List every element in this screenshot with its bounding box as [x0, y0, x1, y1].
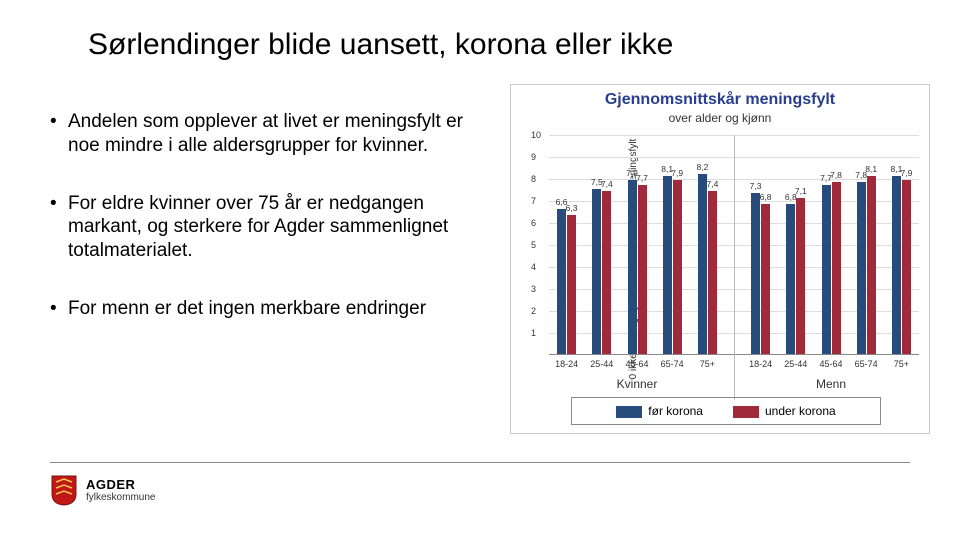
- logo-sub: fylkeskommune: [86, 492, 155, 503]
- bar-value-label: 7,7: [636, 173, 648, 183]
- bar: [592, 189, 601, 354]
- bullet-item: •For eldre kvinner over 75 år er nedgang…: [50, 192, 480, 263]
- page-title: Sørlendinger blide uansett, korona eller…: [88, 28, 673, 62]
- x-category-label: 65-74: [855, 359, 878, 369]
- logo-name: AGDER: [86, 477, 155, 492]
- bar: [892, 176, 901, 354]
- x-category-label: 25-44: [590, 359, 613, 369]
- bullet-item: •Andelen som opplever at livet er mening…: [50, 110, 480, 158]
- bar: [698, 174, 707, 354]
- bar: [567, 215, 576, 354]
- bar: [822, 185, 831, 354]
- bar: [638, 185, 647, 354]
- bar: [786, 204, 795, 354]
- chart-title: Gjennomsnittskår meningsfylt: [511, 91, 929, 109]
- y-tick: 9: [531, 152, 536, 162]
- slide: Sørlendinger blide uansett, korona eller…: [0, 0, 960, 540]
- footer-divider: [50, 462, 910, 463]
- group-label: Kvinner: [617, 377, 658, 391]
- bar: [857, 182, 866, 354]
- group-label: Menn: [816, 377, 846, 391]
- bar: [602, 191, 611, 354]
- y-tick: 3: [531, 284, 536, 294]
- bullet-text: For eldre kvinner over 75 år er nedgange…: [68, 192, 480, 263]
- bar: [663, 176, 672, 354]
- bar-value-label: 7,4: [706, 179, 718, 189]
- bar: [902, 180, 911, 354]
- bar: [708, 191, 717, 354]
- x-category-label: 25-44: [784, 359, 807, 369]
- bar: [867, 176, 876, 354]
- chart-subtitle: over alder og kjønn: [511, 111, 929, 125]
- legend-label: under korona: [765, 404, 836, 418]
- legend-label: før korona: [648, 404, 703, 418]
- x-category-label: 18-24: [555, 359, 578, 369]
- org-logo: AGDER fylkeskommune: [50, 474, 155, 506]
- bar-value-label: 7,1: [795, 186, 807, 196]
- x-category-label: 75+: [894, 359, 909, 369]
- y-tick: 10: [531, 130, 541, 140]
- x-category-label: 65-74: [661, 359, 684, 369]
- bar-value-label: 8,2: [696, 162, 708, 172]
- plot-area: 123456789106,66,318-247,57,425-447,97,74…: [549, 135, 919, 355]
- bar-value-label: 7,4: [601, 179, 613, 189]
- y-tick: 1: [531, 328, 536, 338]
- legend-item: før korona: [616, 404, 703, 418]
- x-category-label: 45-64: [625, 359, 648, 369]
- bullet-dot: •: [50, 110, 68, 158]
- group-separator: [734, 135, 735, 400]
- y-tick: 5: [531, 240, 536, 250]
- bullet-list: •Andelen som opplever at livet er mening…: [50, 110, 480, 355]
- y-tick: 8: [531, 174, 536, 184]
- y-tick: 7: [531, 196, 536, 206]
- bullet-dot: •: [50, 192, 68, 263]
- legend-swatch-for: [616, 406, 642, 418]
- legend-item: under korona: [733, 404, 836, 418]
- bar: [557, 209, 566, 354]
- bar-value-label: 6,8: [760, 192, 772, 202]
- bar: [832, 182, 841, 354]
- bar-value-label: 6,3: [566, 203, 578, 213]
- bar: [628, 180, 637, 354]
- y-tick: 6: [531, 218, 536, 228]
- bar-value-label: 8,1: [865, 164, 877, 174]
- bar-value-label: 7,3: [750, 181, 762, 191]
- bar: [673, 180, 682, 354]
- bar: [796, 198, 805, 354]
- y-tick: 2: [531, 306, 536, 316]
- bar-value-label: 7,9: [900, 168, 912, 178]
- bar-value-label: 7,9: [671, 168, 683, 178]
- bar: [751, 193, 760, 354]
- bullet-dot: •: [50, 297, 68, 321]
- bar-value-label: 7,8: [830, 170, 842, 180]
- legend-swatch-under: [733, 406, 759, 418]
- x-category-label: 75+: [700, 359, 715, 369]
- bullet-text: For menn er det ingen merkbare endringer: [68, 297, 480, 321]
- x-category-label: 18-24: [749, 359, 772, 369]
- logo-text: AGDER fylkeskommune: [86, 477, 155, 503]
- shield-icon: [50, 474, 78, 506]
- x-category-label: 45-64: [819, 359, 842, 369]
- legend: før korona under korona: [571, 397, 881, 425]
- bullet-text: Andelen som opplever at livet er menings…: [68, 110, 480, 158]
- bar: [761, 204, 770, 354]
- y-tick: 4: [531, 262, 536, 272]
- chart-panel: Gjennomsnittskår meningsfylt over alder …: [510, 84, 930, 434]
- bullet-item: •For menn er det ingen merkbare endringe…: [50, 297, 480, 321]
